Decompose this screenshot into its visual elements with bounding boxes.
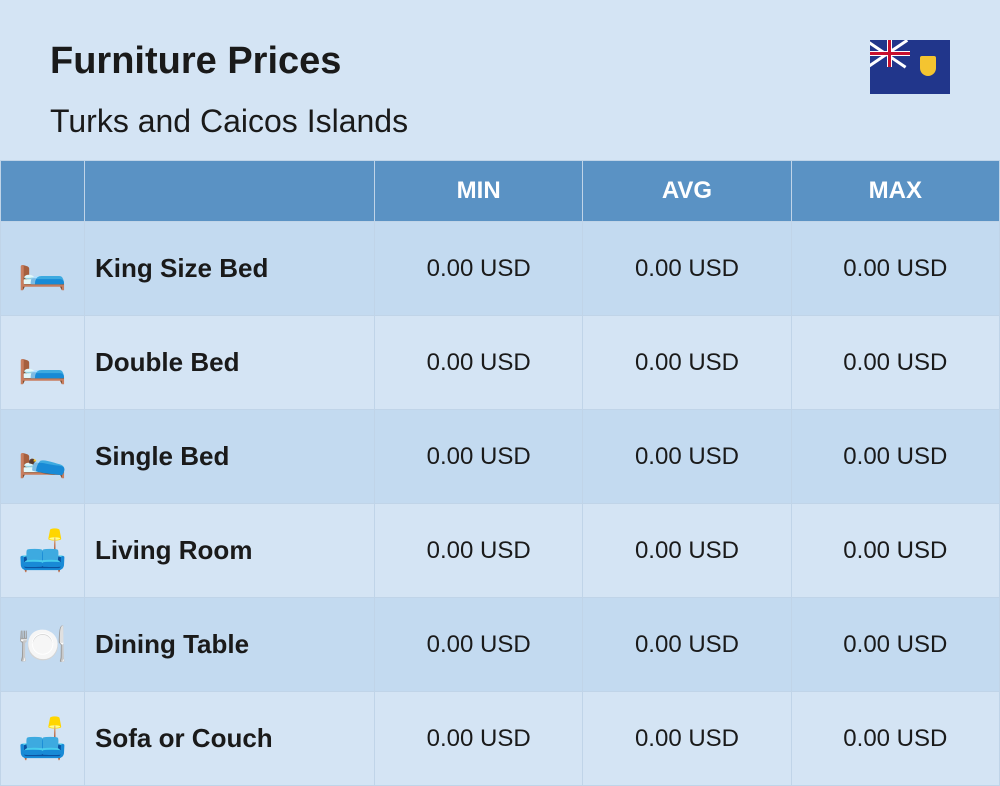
row-max: 0.00 USD: [791, 598, 999, 692]
row-label: Sofa or Couch: [85, 692, 375, 786]
row-label: King Size Bed: [85, 222, 375, 316]
price-table: MIN AVG MAX 🛏️ King Size Bed 0.00 USD 0.…: [0, 160, 1000, 786]
row-label: Double Bed: [85, 316, 375, 410]
table-row: 🛏️ Double Bed 0.00 USD 0.00 USD 0.00 USD: [1, 316, 1000, 410]
row-avg: 0.00 USD: [583, 222, 791, 316]
row-avg: 0.00 USD: [583, 410, 791, 504]
row-max: 0.00 USD: [791, 316, 999, 410]
row-label: Dining Table: [85, 598, 375, 692]
col-max-header: MAX: [791, 161, 999, 222]
page-title: Furniture Prices: [50, 40, 408, 83]
table-header-row: MIN AVG MAX: [1, 161, 1000, 222]
row-avg: 0.00 USD: [583, 598, 791, 692]
col-item-header: [85, 161, 375, 222]
table-row: 🛋️ Sofa or Couch 0.00 USD 0.00 USD 0.00 …: [1, 692, 1000, 786]
table-row: 🛋️ Living Room 0.00 USD 0.00 USD 0.00 US…: [1, 504, 1000, 598]
row-min: 0.00 USD: [375, 504, 583, 598]
row-min: 0.00 USD: [375, 410, 583, 504]
row-max: 0.00 USD: [791, 222, 999, 316]
living-room-icon: 🛋️: [1, 504, 85, 598]
row-label: Single Bed: [85, 410, 375, 504]
row-max: 0.00 USD: [791, 692, 999, 786]
row-max: 0.00 USD: [791, 410, 999, 504]
header-text-block: Furniture Prices Turks and Caicos Island…: [50, 40, 408, 140]
dining-table-icon: 🍽️: [1, 598, 85, 692]
row-avg: 0.00 USD: [583, 316, 791, 410]
double-bed-icon: 🛏️: [1, 316, 85, 410]
page-container: Furniture Prices Turks and Caicos Island…: [0, 0, 1000, 786]
sofa-icon: 🛋️: [1, 692, 85, 786]
col-icon-header: [1, 161, 85, 222]
row-avg: 0.00 USD: [583, 504, 791, 598]
table-body: 🛏️ King Size Bed 0.00 USD 0.00 USD 0.00 …: [1, 222, 1000, 786]
row-max: 0.00 USD: [791, 504, 999, 598]
row-label: Living Room: [85, 504, 375, 598]
page-subtitle: Turks and Caicos Islands: [50, 103, 408, 140]
single-bed-icon: 🛌: [1, 410, 85, 504]
king-bed-icon: 🛏️: [1, 222, 85, 316]
row-min: 0.00 USD: [375, 222, 583, 316]
row-min: 0.00 USD: [375, 316, 583, 410]
row-min: 0.00 USD: [375, 598, 583, 692]
row-avg: 0.00 USD: [583, 692, 791, 786]
table-row: 🛏️ King Size Bed 0.00 USD 0.00 USD 0.00 …: [1, 222, 1000, 316]
table-row: 🛌 Single Bed 0.00 USD 0.00 USD 0.00 USD: [1, 410, 1000, 504]
page-header: Furniture Prices Turks and Caicos Island…: [0, 0, 1000, 160]
row-min: 0.00 USD: [375, 692, 583, 786]
table-row: 🍽️ Dining Table 0.00 USD 0.00 USD 0.00 U…: [1, 598, 1000, 692]
col-min-header: MIN: [375, 161, 583, 222]
country-flag-icon: [870, 40, 950, 94]
col-avg-header: AVG: [583, 161, 791, 222]
